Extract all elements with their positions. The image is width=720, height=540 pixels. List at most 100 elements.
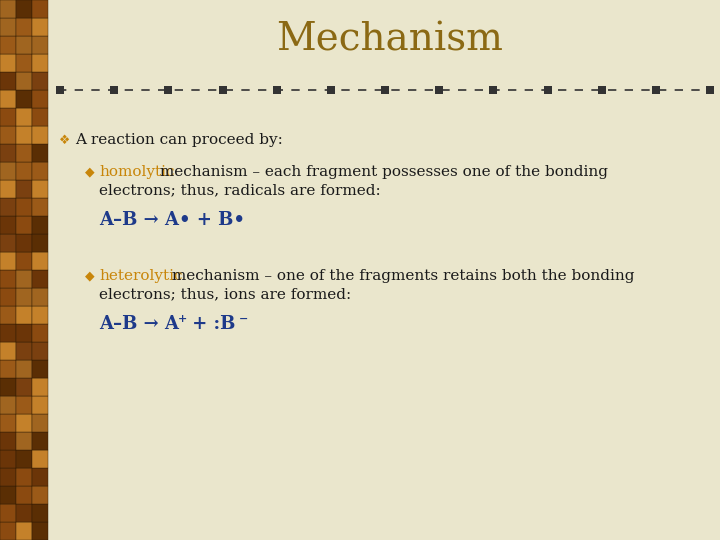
Bar bbox=[16, 108, 32, 126]
Bar bbox=[16, 324, 32, 342]
Bar bbox=[16, 252, 32, 270]
Text: A–B → A: A–B → A bbox=[99, 315, 179, 333]
Bar bbox=[652, 86, 660, 94]
Text: electrons; thus, ions are formed:: electrons; thus, ions are formed: bbox=[99, 287, 351, 301]
Bar bbox=[16, 144, 32, 162]
Text: +: + bbox=[178, 313, 187, 323]
Bar bbox=[435, 86, 444, 94]
Text: mechanism – one of the fragments retains both the bonding: mechanism – one of the fragments retains… bbox=[167, 269, 634, 283]
Bar bbox=[32, 162, 48, 180]
Bar bbox=[32, 468, 48, 486]
Bar bbox=[0, 468, 16, 486]
Bar bbox=[273, 86, 281, 94]
Bar bbox=[32, 198, 48, 216]
Bar bbox=[16, 234, 32, 252]
Bar bbox=[16, 432, 32, 450]
Bar bbox=[0, 432, 16, 450]
Bar bbox=[16, 468, 32, 486]
Bar bbox=[16, 306, 32, 324]
Bar bbox=[16, 126, 32, 144]
Bar bbox=[16, 288, 32, 306]
Bar bbox=[16, 450, 32, 468]
Bar bbox=[32, 378, 48, 396]
Bar bbox=[32, 144, 48, 162]
Bar bbox=[16, 360, 32, 378]
Text: ◆: ◆ bbox=[85, 165, 95, 179]
Bar bbox=[32, 108, 48, 126]
Bar bbox=[16, 414, 32, 432]
Bar bbox=[16, 54, 32, 72]
Bar bbox=[16, 522, 32, 540]
Bar bbox=[16, 36, 32, 54]
Bar bbox=[32, 216, 48, 234]
Bar bbox=[0, 180, 16, 198]
Bar bbox=[56, 86, 64, 94]
Bar bbox=[16, 486, 32, 504]
Bar bbox=[0, 252, 16, 270]
Bar bbox=[32, 36, 48, 54]
Bar bbox=[16, 72, 32, 90]
Bar bbox=[0, 0, 16, 18]
Text: homolytic: homolytic bbox=[99, 165, 174, 179]
Bar bbox=[32, 252, 48, 270]
Bar bbox=[0, 216, 16, 234]
Bar bbox=[32, 54, 48, 72]
Bar bbox=[32, 126, 48, 144]
Bar bbox=[544, 86, 552, 94]
Text: + :B: + :B bbox=[186, 315, 235, 333]
Bar bbox=[16, 198, 32, 216]
Bar bbox=[0, 522, 16, 540]
Bar bbox=[0, 486, 16, 504]
Bar bbox=[110, 86, 118, 94]
Bar bbox=[0, 54, 16, 72]
Bar bbox=[32, 414, 48, 432]
Bar bbox=[32, 72, 48, 90]
Bar bbox=[218, 86, 227, 94]
Bar bbox=[16, 216, 32, 234]
Bar bbox=[327, 86, 335, 94]
Bar bbox=[0, 36, 16, 54]
Bar bbox=[32, 0, 48, 18]
Bar bbox=[164, 86, 172, 94]
Text: A reaction can proceed by:: A reaction can proceed by: bbox=[75, 133, 283, 147]
Bar bbox=[32, 342, 48, 360]
Text: Mechanism: Mechanism bbox=[276, 22, 503, 58]
Bar bbox=[598, 86, 606, 94]
Bar bbox=[16, 18, 32, 36]
Bar bbox=[0, 504, 16, 522]
Text: electrons; thus, radicals are formed:: electrons; thus, radicals are formed: bbox=[99, 183, 381, 197]
Bar bbox=[16, 162, 32, 180]
Bar bbox=[32, 450, 48, 468]
Bar bbox=[32, 234, 48, 252]
Text: ❖: ❖ bbox=[59, 133, 71, 146]
Bar bbox=[16, 90, 32, 108]
Bar bbox=[16, 0, 32, 18]
Bar bbox=[16, 180, 32, 198]
Bar bbox=[0, 306, 16, 324]
Bar bbox=[16, 396, 32, 414]
Bar bbox=[32, 180, 48, 198]
Bar bbox=[32, 288, 48, 306]
Bar bbox=[16, 504, 32, 522]
Bar bbox=[706, 86, 714, 94]
Bar bbox=[0, 72, 16, 90]
Bar bbox=[0, 162, 16, 180]
Bar bbox=[32, 270, 48, 288]
Bar bbox=[32, 360, 48, 378]
Bar bbox=[0, 378, 16, 396]
Bar bbox=[32, 486, 48, 504]
Text: ◆: ◆ bbox=[85, 269, 95, 282]
Bar bbox=[32, 504, 48, 522]
Text: −: − bbox=[239, 313, 248, 323]
Bar bbox=[32, 522, 48, 540]
Bar bbox=[0, 450, 16, 468]
Bar bbox=[0, 270, 16, 288]
Text: A–B → A• + B•: A–B → A• + B• bbox=[99, 211, 245, 229]
Bar bbox=[32, 432, 48, 450]
Bar bbox=[32, 324, 48, 342]
Bar bbox=[0, 198, 16, 216]
Bar bbox=[0, 396, 16, 414]
Bar bbox=[16, 270, 32, 288]
Bar bbox=[0, 288, 16, 306]
Bar bbox=[32, 396, 48, 414]
